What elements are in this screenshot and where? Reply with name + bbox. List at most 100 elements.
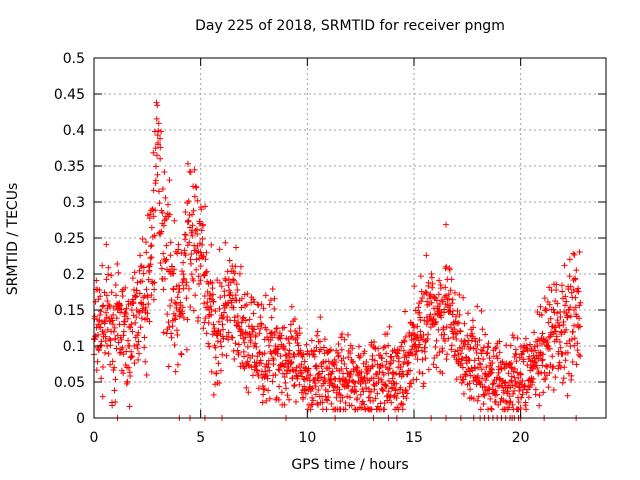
scatter-point	[449, 300, 456, 307]
scatter-point	[481, 383, 488, 390]
y-tick-label: 0.1	[63, 339, 85, 355]
scatter-point	[175, 282, 182, 289]
scatter-point	[572, 294, 579, 301]
scatter-point	[473, 350, 480, 357]
scatter-point	[532, 386, 539, 393]
scatter-point	[375, 345, 382, 352]
scatter-point	[248, 299, 255, 306]
scatter-point	[116, 302, 123, 309]
scatter-point	[281, 324, 288, 331]
scatter-point	[157, 144, 164, 151]
scatter-point	[443, 221, 449, 228]
scatter-point	[146, 318, 153, 325]
scatter-point	[171, 217, 178, 224]
scatter-point	[509, 382, 516, 389]
scatter-point	[284, 392, 291, 399]
scatter-point	[309, 394, 316, 401]
scatter-point	[544, 363, 551, 370]
scatter-point	[245, 361, 252, 368]
data-point	[150, 213, 157, 220]
data-point	[157, 155, 164, 162]
scatter-point	[391, 393, 398, 400]
scatter-point	[143, 286, 150, 293]
scatter-point	[225, 329, 232, 336]
scatter-point	[276, 383, 283, 390]
scatter-point	[566, 256, 573, 263]
scatter-point	[99, 393, 106, 400]
scatter-point	[288, 303, 295, 310]
scatter-point	[439, 298, 446, 305]
scatter-point	[260, 391, 267, 398]
scatter-point	[368, 339, 375, 346]
scatter-point	[119, 344, 126, 351]
scatter-point	[246, 330, 253, 337]
data-point	[108, 328, 115, 335]
scatter-point	[494, 355, 501, 362]
scatter-point	[438, 314, 445, 321]
scatter-point	[416, 341, 423, 348]
scatter-point	[188, 251, 195, 258]
scatter-point	[472, 338, 479, 345]
scatter-point	[187, 169, 194, 176]
scatter-point	[483, 364, 490, 371]
scatter-point	[426, 301, 433, 308]
scatter-point	[462, 338, 469, 345]
scatter-point	[185, 198, 192, 205]
scatter-point	[411, 324, 417, 331]
scatter-point	[313, 344, 320, 351]
scatter-point	[231, 277, 238, 284]
scatter-point	[343, 376, 350, 383]
scatter-point	[250, 296, 257, 303]
scatter-point	[234, 286, 241, 293]
scatter-point	[542, 375, 549, 382]
scatter-point	[251, 326, 257, 333]
scatter-point	[183, 282, 190, 289]
scatter-point	[394, 390, 401, 397]
scatter-point	[309, 401, 316, 408]
scatter-point	[341, 336, 348, 343]
scatter-point	[180, 271, 187, 278]
scatter-point	[393, 380, 400, 387]
scatter-point	[103, 292, 110, 299]
scatter-point	[118, 367, 125, 374]
scatter-point	[216, 305, 223, 312]
scatter-point	[481, 392, 488, 399]
scatter-point	[507, 398, 514, 405]
scatter-point	[501, 380, 508, 387]
scatter-point	[508, 373, 515, 380]
scatter-point	[127, 372, 134, 379]
scatter-point	[229, 334, 236, 341]
scatter-point	[339, 330, 346, 337]
scatter-point	[371, 338, 378, 345]
scatter-point	[108, 272, 115, 279]
scatter-point	[401, 338, 408, 345]
scatter-point	[121, 318, 128, 325]
scatter-point	[288, 358, 295, 365]
scatter-point	[246, 316, 253, 323]
scatter-point	[148, 224, 155, 231]
scatter-point	[371, 357, 378, 364]
data-point	[193, 256, 200, 263]
scatter-point	[575, 351, 582, 358]
scatter-point	[380, 371, 387, 378]
scatter-point	[158, 265, 165, 272]
scatter-point	[477, 379, 484, 386]
scatter-point	[343, 365, 350, 372]
scatter-point	[219, 321, 226, 328]
scatter-point	[98, 375, 105, 382]
scatter-point	[392, 387, 399, 394]
scatter-point	[256, 350, 263, 357]
scatter-point	[540, 351, 547, 358]
scatter-point	[321, 374, 328, 381]
scatter-point	[97, 324, 104, 331]
scatter-point	[479, 326, 486, 333]
scatter-point	[187, 256, 194, 263]
scatter-point	[253, 362, 260, 369]
scatter-point	[357, 352, 364, 359]
scatter-point	[436, 300, 443, 307]
scatter-point	[197, 277, 204, 284]
scatter-point	[465, 310, 472, 317]
scatter-point	[99, 363, 106, 370]
scatter-point	[383, 350, 390, 357]
scatter-point	[180, 314, 187, 321]
